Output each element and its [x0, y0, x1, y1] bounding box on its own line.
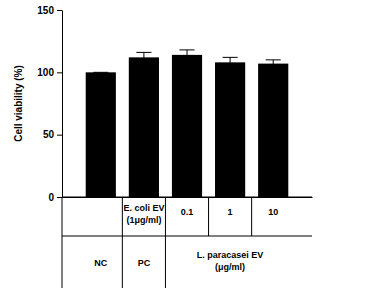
table-line	[208, 197, 209, 236]
y-axis-title: Cell viability (%)	[13, 65, 24, 142]
y-axis-line	[62, 11, 63, 198]
y-axis: 0 50 100 150	[37, 5, 62, 203]
error-cap	[93, 72, 108, 73]
group-label: NC	[94, 258, 107, 268]
table-line	[122, 197, 123, 288]
y-tick-label: 50	[43, 129, 55, 140]
table-line	[165, 197, 166, 288]
plot-area	[86, 50, 289, 197]
bar	[172, 55, 202, 197]
error-stem	[273, 60, 274, 67]
error-cap	[266, 59, 281, 60]
x-tick: 1	[228, 197, 233, 217]
table-line	[62, 236, 312, 237]
y-tick-mark	[57, 10, 62, 11]
y-tick: 50	[43, 129, 62, 140]
y-tick-mark	[57, 135, 62, 136]
error-cap	[179, 49, 194, 50]
table-line	[62, 197, 63, 288]
error-cap	[223, 57, 238, 58]
x-tick-label: 0.1	[181, 207, 194, 217]
y-tick-label: 150	[37, 5, 54, 16]
y-tick-mark	[57, 72, 62, 73]
error-bar	[266, 60, 281, 67]
x-tick-label: E. coli EV(1μg/ml)	[123, 203, 164, 225]
y-tick: 150	[37, 5, 62, 16]
x-tick: E. coli EV(1μg/ml)	[123, 197, 164, 225]
baseline	[62, 197, 312, 198]
x-tick: 10	[268, 197, 278, 217]
error-stem	[143, 52, 144, 62]
error-stem	[230, 57, 231, 67]
error-stem	[187, 50, 188, 60]
x-axis: E. coli EV(1μg/ml) 0.1 1 10	[63, 197, 313, 225]
error-bar	[223, 57, 238, 67]
x-tick-label: 1	[228, 207, 233, 217]
table-line	[251, 197, 252, 236]
y-tick-mark	[57, 197, 62, 198]
bar	[129, 57, 159, 197]
error-bar	[136, 52, 151, 62]
group-label: L. paracasei EV(μg/ml)	[197, 250, 264, 272]
group-label: PC	[138, 258, 151, 268]
y-tick-label: 0	[48, 192, 54, 203]
bar	[215, 62, 245, 197]
error-bar	[179, 50, 194, 60]
bar	[258, 64, 288, 197]
chart: 0 50 100 150 Cell viability (%) E. coli EV(1μ…	[0, 0, 367, 288]
x-axis-line	[63, 197, 313, 198]
bar	[86, 72, 116, 197]
y-tick-label: 100	[37, 67, 54, 78]
y-tick: 0	[48, 192, 62, 203]
category-table	[62, 197, 312, 288]
error-bar	[93, 72, 108, 73]
x-tick-label: 10	[268, 207, 278, 217]
y-tick: 100	[37, 67, 62, 78]
error-cap	[136, 52, 151, 53]
x-tick: 0.1	[181, 197, 194, 217]
